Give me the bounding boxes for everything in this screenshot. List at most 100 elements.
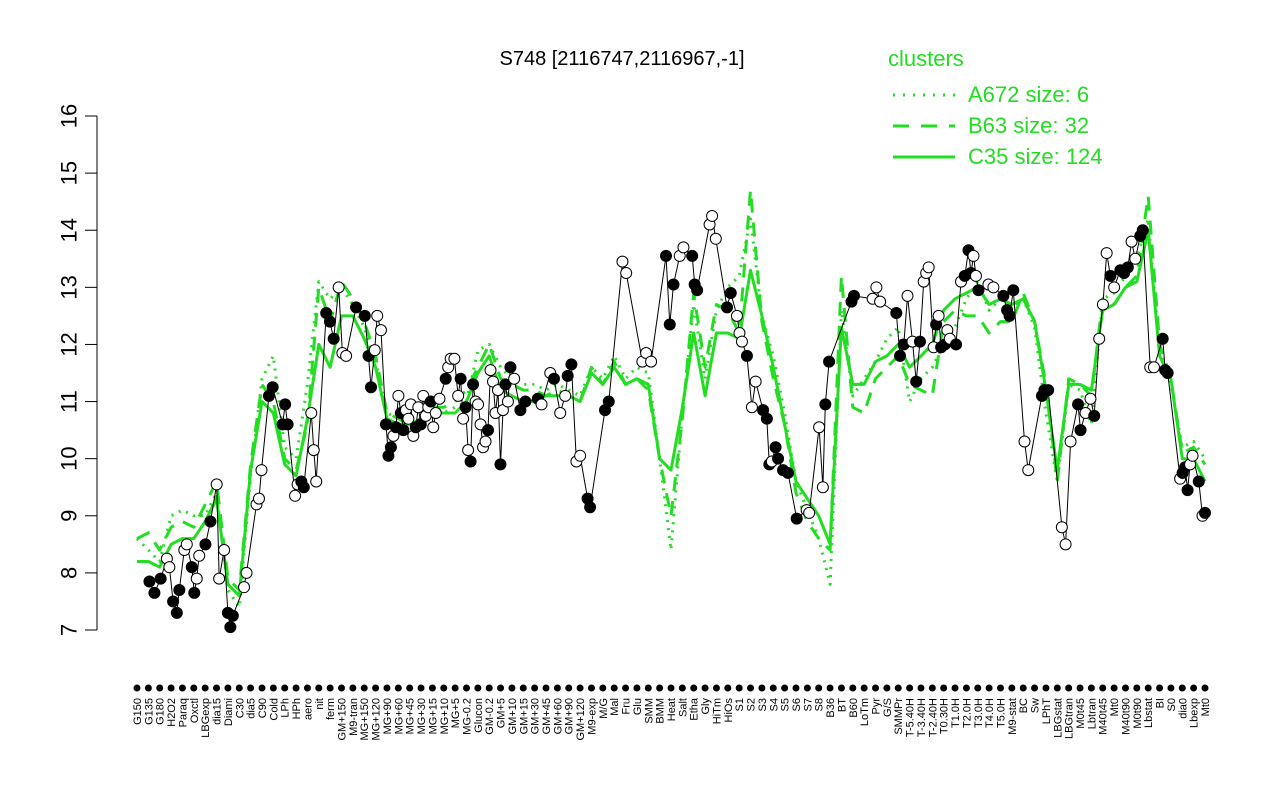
data-point-open — [307, 444, 320, 457]
x-tick-label: Cold — [268, 698, 280, 721]
x-marker — [156, 684, 164, 692]
x-tick-label: Etha — [689, 697, 701, 721]
data-point-filled — [327, 332, 340, 345]
x-marker — [451, 684, 459, 692]
x-axis: G150 G135 G180 H2O2 Paraq Oxctl LBGexp dia15 Dia… — [132, 684, 1212, 741]
x-tick-label: LPh — [280, 698, 292, 718]
x-marker — [1121, 684, 1129, 692]
x-marker — [542, 684, 550, 692]
x-marker — [519, 684, 527, 692]
x-marker — [315, 684, 323, 692]
data-point-open — [1018, 435, 1031, 448]
data-point-open — [803, 506, 816, 519]
data-point-open — [240, 566, 253, 579]
data-point-filled — [1181, 484, 1194, 497]
data-point-filled — [997, 289, 1010, 302]
data-point-filled — [464, 455, 477, 468]
data-point-filled — [602, 395, 615, 408]
y-tick-label: 15 — [57, 161, 82, 185]
x-marker — [587, 684, 595, 692]
data-point-filled — [691, 284, 704, 297]
x-tick-label: S3 — [757, 698, 769, 711]
x-tick-label: S7 — [802, 698, 814, 711]
x-tick-label: BT — [836, 698, 848, 712]
y-axis: 7 8 9 10 11 12 13 14 15 16 — [57, 104, 98, 636]
x-tick-label: M9-exp — [586, 698, 598, 735]
x-tick-label: C90 — [257, 698, 269, 718]
data-point-open — [452, 389, 465, 402]
y-tick-label: 8 — [57, 567, 82, 579]
data-point-filled — [1007, 284, 1020, 297]
data-point-open — [1084, 392, 1097, 405]
x-tick-label: Glucon — [473, 698, 485, 733]
x-tick-label: M9-stat — [1007, 698, 1019, 735]
y-tick-label: 7 — [57, 624, 82, 636]
data-point-filled — [467, 378, 480, 391]
x-tick-label: HPh — [291, 698, 303, 719]
x-tick-label: T-2.40H — [927, 698, 939, 737]
x-tick-label: G150 — [132, 698, 144, 725]
x-tick-label: GM+10 — [507, 698, 519, 734]
y-tick-label: 14 — [57, 218, 82, 242]
x-tick-label: MG+120 — [371, 698, 383, 741]
x-tick-label: G/S — [882, 698, 894, 717]
x-tick-label: MG+15 — [427, 698, 439, 734]
x-tick-label: Lbexp — [1189, 698, 1201, 728]
x-marker — [1156, 684, 1164, 692]
x-tick-label: Lbtran — [1086, 698, 1098, 729]
x-tick-label: HiTm — [711, 698, 723, 724]
data-point-open — [472, 398, 485, 411]
x-tick-label: GM-0.2 — [484, 698, 496, 735]
data-point-open — [501, 395, 514, 408]
x-tick-label: M9-tran — [348, 698, 360, 736]
data-point-filled — [148, 586, 161, 599]
x-marker — [610, 684, 618, 692]
x-marker — [860, 684, 868, 692]
x-tick-label: Fru — [621, 698, 633, 715]
y-tick-label: 10 — [57, 446, 82, 470]
data-point-open — [1093, 332, 1106, 345]
x-marker — [383, 684, 391, 692]
x-marker — [258, 684, 266, 692]
data-point-open — [730, 309, 743, 322]
data-point-filled — [1074, 424, 1087, 437]
data-point-filled — [910, 375, 923, 388]
x-marker — [1178, 684, 1186, 692]
data-point-filled — [790, 512, 803, 525]
x-tick-label: LBGtran — [1064, 698, 1076, 739]
data-point-open — [193, 549, 206, 562]
data-point-open — [462, 444, 475, 457]
data-point-filled — [358, 309, 371, 322]
data-point-open — [735, 335, 748, 348]
data-point-filled — [143, 575, 156, 588]
y-tick-label: 9 — [57, 510, 82, 522]
data-point-open — [163, 561, 176, 574]
x-tick-label: GM+45 — [541, 698, 553, 734]
data-point-open — [1147, 361, 1160, 374]
series-line-solid — [137, 228, 1207, 598]
data-point-open — [457, 412, 470, 425]
legend: clusters A672 size: 6 B63 size: 32 C35 s… — [888, 46, 1103, 169]
x-marker — [1019, 684, 1027, 692]
x-marker — [224, 684, 232, 692]
data-point-filled — [350, 301, 363, 314]
data-point-filled — [894, 349, 907, 362]
x-tick-label: S6 — [791, 698, 803, 711]
x-tick-label: Paraq — [177, 698, 189, 727]
data-point-open — [1129, 252, 1142, 265]
x-tick-label: MG+150 — [359, 698, 371, 741]
x-marker — [701, 684, 709, 692]
data-point-open — [616, 255, 629, 268]
x-tick-label: GM+5 — [496, 698, 508, 728]
x-marker — [622, 684, 630, 692]
data-point-filled — [504, 361, 517, 374]
data-point-filled — [154, 572, 167, 585]
x-tick-label: T2.0H — [961, 698, 973, 728]
data-point-filled — [439, 372, 452, 385]
x-marker — [633, 684, 641, 692]
x-tick-label: T4.0H — [984, 698, 996, 728]
data-point-open — [213, 572, 226, 585]
x-tick-label: Gly — [700, 698, 712, 715]
data-point-filled — [1161, 367, 1174, 379]
